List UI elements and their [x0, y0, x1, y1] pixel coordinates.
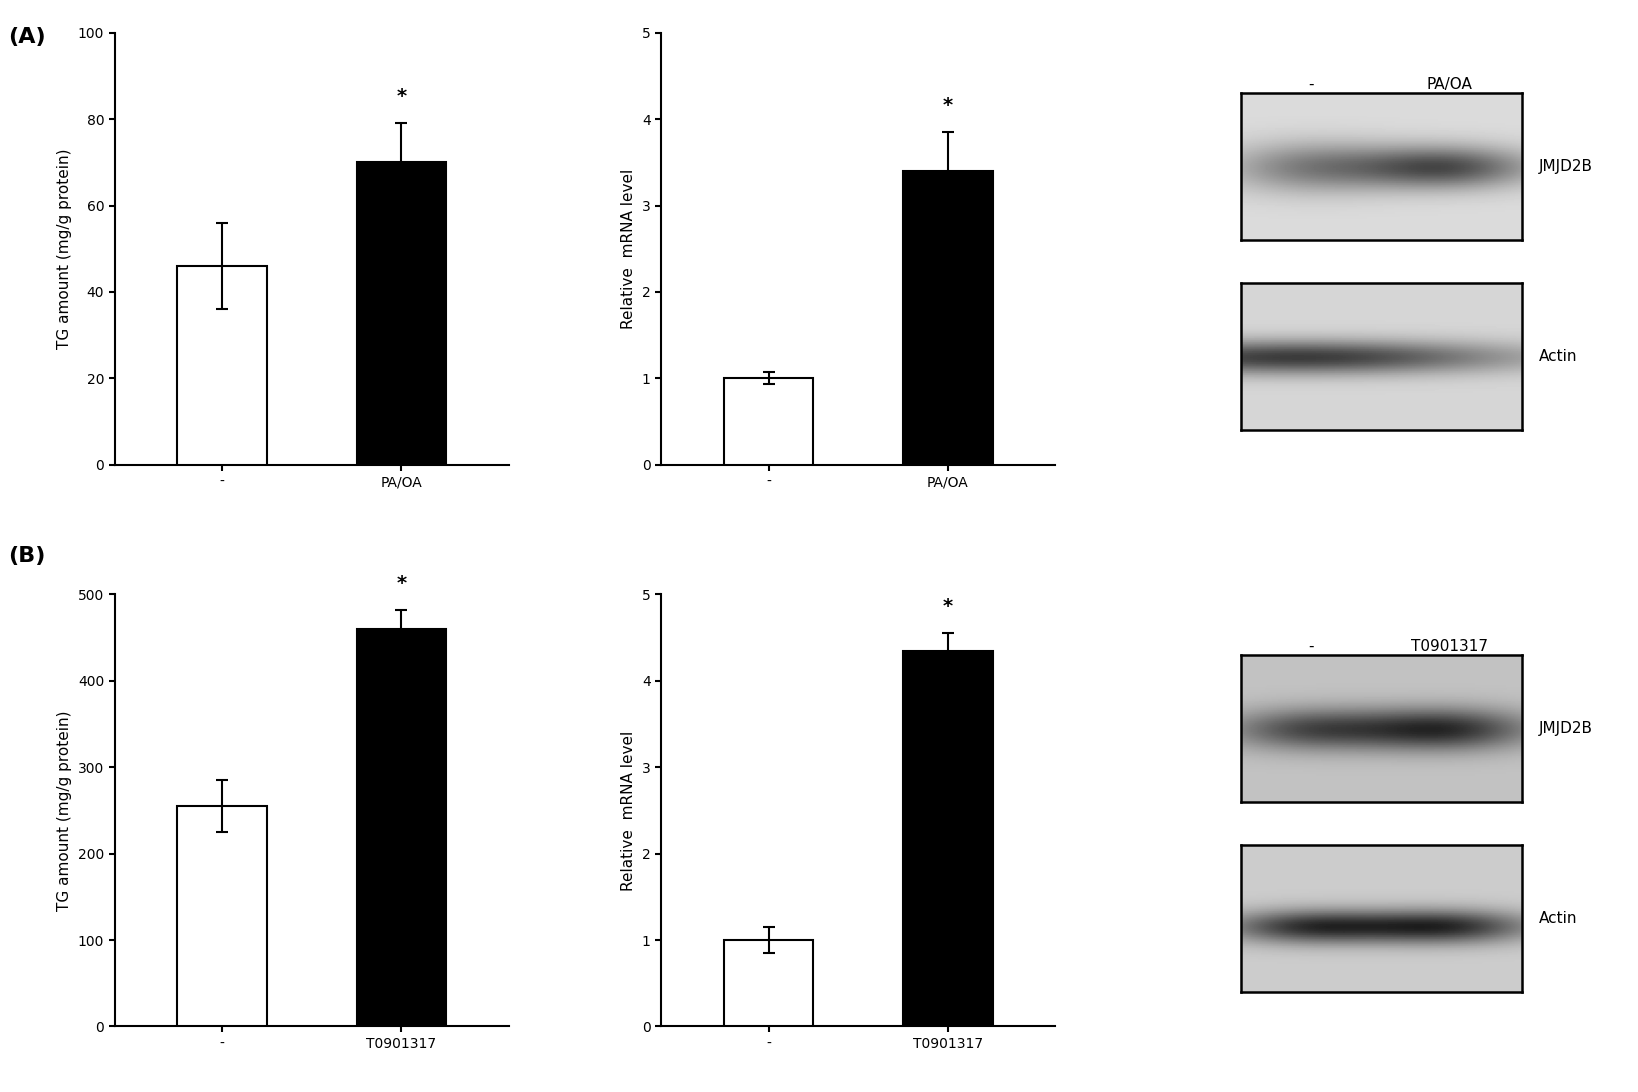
Text: PA/OA: PA/OA — [1427, 78, 1473, 92]
Y-axis label: Relative  mRNA level: Relative mRNA level — [621, 731, 636, 891]
Bar — [724, 379, 814, 465]
Text: *: * — [943, 597, 953, 616]
Text: Actin: Actin — [1538, 349, 1577, 365]
Text: *: * — [943, 96, 953, 115]
Text: -: - — [1309, 78, 1314, 92]
Text: JMJD2B: JMJD2B — [1538, 159, 1592, 175]
Y-axis label: Relative  mRNA level: Relative mRNA level — [621, 168, 636, 329]
Bar — [177, 806, 267, 1026]
Bar — [903, 171, 993, 465]
Text: *: * — [396, 87, 406, 106]
Bar — [177, 266, 267, 465]
Text: JMJD2B: JMJD2B — [1538, 721, 1592, 736]
Text: Actin: Actin — [1538, 911, 1577, 926]
Text: *: * — [396, 573, 406, 593]
Y-axis label: TG amount (mg/g protein): TG amount (mg/g protein) — [57, 710, 72, 911]
Y-axis label: TG amount (mg/g protein): TG amount (mg/g protein) — [57, 149, 72, 349]
Text: (B): (B) — [8, 546, 46, 566]
Bar — [357, 163, 446, 465]
Bar — [357, 629, 446, 1026]
Bar — [724, 940, 814, 1026]
Text: T0901317: T0901317 — [1410, 639, 1487, 654]
Bar — [903, 651, 993, 1026]
Text: -: - — [1309, 639, 1314, 654]
Text: (A): (A) — [8, 27, 46, 47]
